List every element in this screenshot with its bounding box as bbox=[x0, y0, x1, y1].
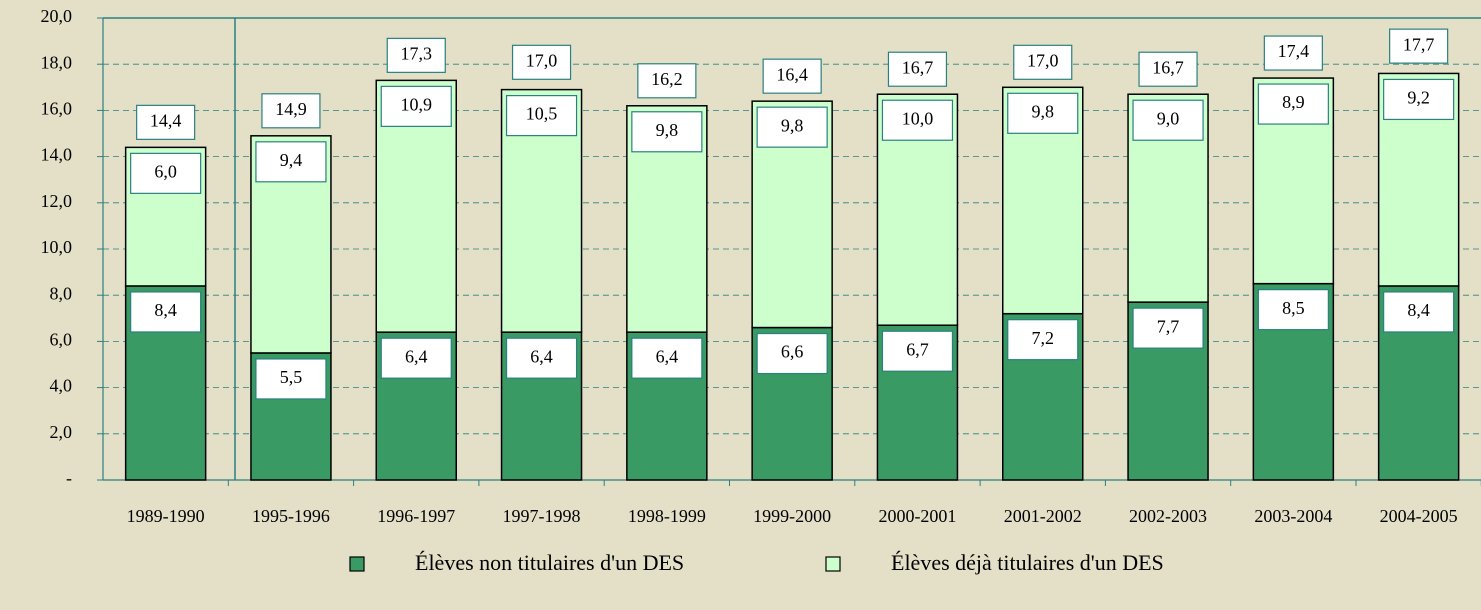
value-label-box bbox=[1383, 291, 1455, 333]
total-label: 17,7 bbox=[1403, 34, 1435, 54]
total-label-box bbox=[762, 58, 822, 94]
y-tick-label: 2,0 bbox=[50, 422, 73, 442]
value-label: 9,8 bbox=[781, 115, 804, 135]
y-tick-label: 12,0 bbox=[41, 191, 73, 211]
legend-label: Élèves non titulaires d'un DES bbox=[415, 550, 684, 575]
total-label-box bbox=[1138, 51, 1198, 87]
total-label-box bbox=[136, 104, 196, 140]
x-tick-label: 1998-1999 bbox=[628, 506, 706, 526]
y-tick-label: 6,0 bbox=[50, 330, 73, 350]
total-label: 16,7 bbox=[1152, 57, 1184, 77]
x-tick-label: 1995-1996 bbox=[252, 506, 330, 526]
x-tick-label: 2003-2004 bbox=[1254, 506, 1332, 526]
value-label: 6,0 bbox=[154, 161, 177, 181]
value-label: 10,9 bbox=[401, 94, 433, 114]
value-label-box bbox=[505, 337, 578, 379]
value-label-box bbox=[881, 330, 954, 372]
value-label: 8,9 bbox=[1282, 92, 1305, 112]
total-label-box bbox=[261, 93, 321, 129]
total-label-box bbox=[1389, 28, 1449, 64]
total-label: 17,4 bbox=[1278, 41, 1310, 61]
value-label: 9,8 bbox=[1032, 101, 1055, 121]
x-tick-label: 2000-2001 bbox=[878, 506, 956, 526]
x-tick-label: 2001-2002 bbox=[1004, 506, 1082, 526]
total-label: 17,3 bbox=[401, 43, 433, 63]
value-label-box bbox=[130, 291, 202, 333]
value-label: 7,7 bbox=[1157, 316, 1180, 336]
value-label: 6,4 bbox=[656, 346, 679, 366]
legend-label: Élèves déjà titulaires d'un DES bbox=[891, 550, 1164, 575]
x-tick-label: 1989-1990 bbox=[127, 506, 205, 526]
value-label: 8,5 bbox=[1282, 298, 1305, 318]
value-label-box bbox=[1132, 307, 1204, 349]
value-label-box bbox=[1007, 92, 1079, 134]
value-label-box bbox=[255, 358, 327, 400]
value-label-box bbox=[881, 99, 954, 141]
total-label-box bbox=[887, 51, 948, 87]
total-label: 16,7 bbox=[902, 57, 934, 77]
value-label-box bbox=[130, 152, 202, 194]
total-label-box bbox=[1263, 35, 1323, 71]
y-tick-label: 14,0 bbox=[41, 145, 73, 165]
value-label-box bbox=[255, 141, 327, 183]
y-tick-label: - bbox=[66, 468, 72, 488]
y-tick-label: 4,0 bbox=[50, 376, 73, 396]
value-label: 8,4 bbox=[154, 300, 177, 320]
total-label-box bbox=[511, 44, 572, 80]
value-label-box bbox=[380, 85, 452, 127]
value-label: 7,2 bbox=[1032, 328, 1055, 348]
total-label: 17,0 bbox=[526, 50, 558, 70]
value-label-box bbox=[1257, 83, 1329, 125]
y-tick-label: 10,0 bbox=[41, 237, 73, 257]
value-label-box bbox=[631, 111, 703, 153]
y-tick-label: 18,0 bbox=[41, 52, 73, 72]
value-label: 9,8 bbox=[656, 120, 679, 140]
total-label: 16,2 bbox=[651, 69, 683, 89]
total-label-box bbox=[637, 63, 697, 99]
y-tick-label: 16,0 bbox=[41, 99, 73, 119]
value-label: 10,0 bbox=[902, 108, 934, 128]
value-label: 6,6 bbox=[781, 342, 804, 362]
total-label: 14,9 bbox=[275, 99, 307, 119]
value-label-box bbox=[1383, 78, 1455, 121]
x-tick-label: 2002-2003 bbox=[1129, 506, 1207, 526]
value-label: 6,4 bbox=[530, 346, 553, 366]
value-label-box bbox=[380, 337, 452, 379]
legend-swatch bbox=[825, 556, 841, 572]
total-label: 14,4 bbox=[150, 110, 182, 130]
y-tick-label: 8,0 bbox=[50, 283, 73, 303]
value-label-box bbox=[756, 106, 828, 148]
value-label: 5,5 bbox=[280, 367, 303, 387]
value-label-box bbox=[1007, 319, 1079, 361]
value-label: 8,4 bbox=[1407, 300, 1430, 320]
x-tick-label: 1996-1997 bbox=[377, 506, 455, 526]
total-label: 17,0 bbox=[1027, 50, 1059, 70]
value-label: 9,0 bbox=[1157, 108, 1180, 128]
value-label-box bbox=[1132, 99, 1204, 141]
total-label-box bbox=[1013, 44, 1073, 80]
value-label: 9,2 bbox=[1407, 88, 1430, 108]
value-label-box bbox=[1257, 289, 1329, 331]
value-label: 6,7 bbox=[906, 339, 929, 359]
total-label: 16,4 bbox=[776, 64, 808, 84]
value-label: 6,4 bbox=[405, 346, 428, 366]
value-label: 9,4 bbox=[280, 150, 303, 170]
y-tick-label: 20,0 bbox=[41, 6, 73, 26]
value-label-box bbox=[756, 332, 828, 375]
x-tick-label: 1999-2000 bbox=[753, 506, 831, 526]
total-label-box bbox=[386, 37, 446, 73]
x-tick-label: 1997-1998 bbox=[503, 506, 581, 526]
x-tick-label: 2004-2005 bbox=[1380, 506, 1458, 526]
value-label: 10,5 bbox=[526, 104, 558, 124]
legend-swatch bbox=[349, 556, 365, 572]
value-label-box bbox=[505, 95, 578, 137]
value-label-box bbox=[631, 337, 703, 379]
